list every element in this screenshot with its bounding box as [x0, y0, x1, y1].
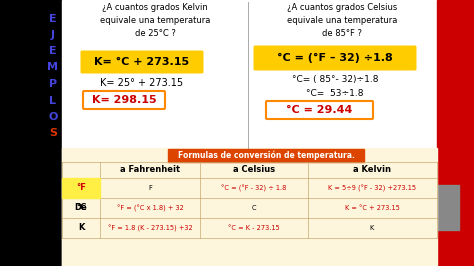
Text: a Fahrenheit: a Fahrenheit: [120, 165, 180, 174]
Text: P: P: [49, 79, 57, 89]
Text: F: F: [148, 185, 152, 191]
Text: °C = K - 273.15: °C = K - 273.15: [228, 225, 280, 231]
Text: °F = 1.8 (K - 273.15) +32: °F = 1.8 (K - 273.15) +32: [108, 225, 192, 232]
Text: a Celsius: a Celsius: [233, 165, 275, 174]
Bar: [62, 0, 437, 266]
Text: S: S: [49, 128, 57, 138]
Bar: [62, 178, 100, 198]
Text: E: E: [49, 46, 57, 56]
FancyBboxPatch shape: [254, 45, 417, 70]
Text: °C = (°F – 32) ÷1.8: °C = (°F – 32) ÷1.8: [277, 53, 393, 63]
Bar: [437, 185, 459, 230]
Text: L: L: [49, 96, 56, 106]
Text: C: C: [252, 205, 256, 211]
Text: K = 5÷9 (°F - 32) +273.15: K = 5÷9 (°F - 32) +273.15: [328, 184, 416, 192]
Text: °C = (°F - 32) ÷ 1.8: °C = (°F - 32) ÷ 1.8: [221, 184, 287, 192]
FancyBboxPatch shape: [81, 51, 203, 73]
Bar: [168, 149, 364, 162]
Text: De: De: [74, 203, 87, 213]
FancyBboxPatch shape: [266, 101, 373, 119]
Text: K= 25° + 273.15: K= 25° + 273.15: [100, 78, 183, 88]
Bar: [437, 0, 474, 266]
Text: K= 298.15: K= 298.15: [91, 95, 156, 105]
Bar: [62, 148, 437, 266]
Text: °C: °C: [76, 203, 86, 213]
Bar: [0, 0, 62, 266]
Text: Formulas de conversión de temperatura.: Formulas de conversión de temperatura.: [178, 151, 355, 160]
Text: a Kelvin: a Kelvin: [353, 165, 391, 174]
Text: K = °C + 273.15: K = °C + 273.15: [345, 205, 400, 211]
Text: °C = 29.44: °C = 29.44: [286, 105, 352, 115]
Text: O: O: [48, 112, 58, 122]
Text: °F = (°C x 1.8) + 32: °F = (°C x 1.8) + 32: [117, 204, 183, 212]
FancyBboxPatch shape: [83, 91, 165, 109]
Text: K= °C + 273.15: K= °C + 273.15: [94, 57, 190, 67]
Text: K: K: [78, 223, 84, 232]
Text: E: E: [49, 14, 57, 24]
Text: °C= ( 85°- 32)÷1.8: °C= ( 85°- 32)÷1.8: [292, 75, 378, 84]
Text: J: J: [51, 30, 55, 40]
Text: °F: °F: [76, 184, 86, 193]
Text: ¿A cuantos grados Celsius
equivale una temperatura
de 85°F ?: ¿A cuantos grados Celsius equivale una t…: [287, 3, 397, 38]
Text: ¿A cuantos grados Kelvin
equivale una temperatura
de 25°C ?: ¿A cuantos grados Kelvin equivale una te…: [100, 3, 210, 38]
Text: M: M: [47, 62, 58, 72]
Text: °C=  53÷1.8: °C= 53÷1.8: [306, 89, 364, 98]
Text: K: K: [370, 225, 374, 231]
